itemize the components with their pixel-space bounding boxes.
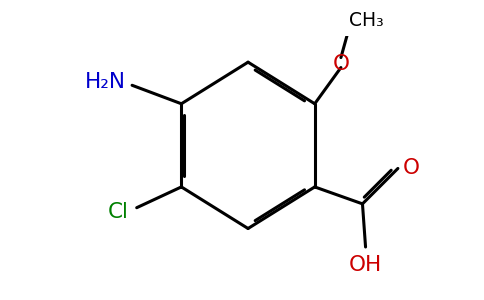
Text: O: O — [403, 158, 420, 178]
Text: H₂N: H₂N — [85, 72, 126, 92]
Text: O: O — [333, 54, 349, 74]
Text: OH: OH — [349, 255, 382, 275]
Text: Cl: Cl — [108, 202, 129, 222]
Text: CH₃: CH₃ — [348, 11, 383, 30]
